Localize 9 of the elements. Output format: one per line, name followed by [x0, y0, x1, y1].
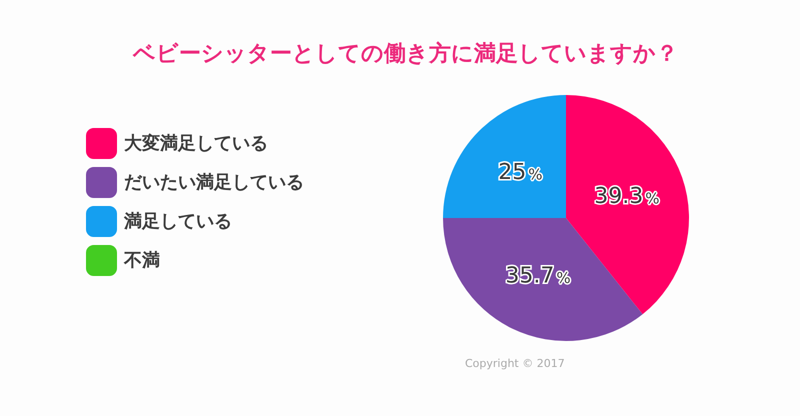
text: Copyright © 2017 [465, 357, 565, 370]
legend-label: だいたい満足している [124, 172, 304, 193]
legend-label: 不満 [123, 250, 160, 271]
data-label: 25% [498, 160, 543, 185]
legend-label: 大変満足している [123, 133, 268, 154]
legend-label: 満足している [123, 211, 232, 232]
data-label: 35.7% [505, 264, 571, 289]
chart-title: ベビーシッターとしての働き方に満足していますか？ [132, 40, 678, 66]
data-label: 39.3% [594, 184, 660, 210]
